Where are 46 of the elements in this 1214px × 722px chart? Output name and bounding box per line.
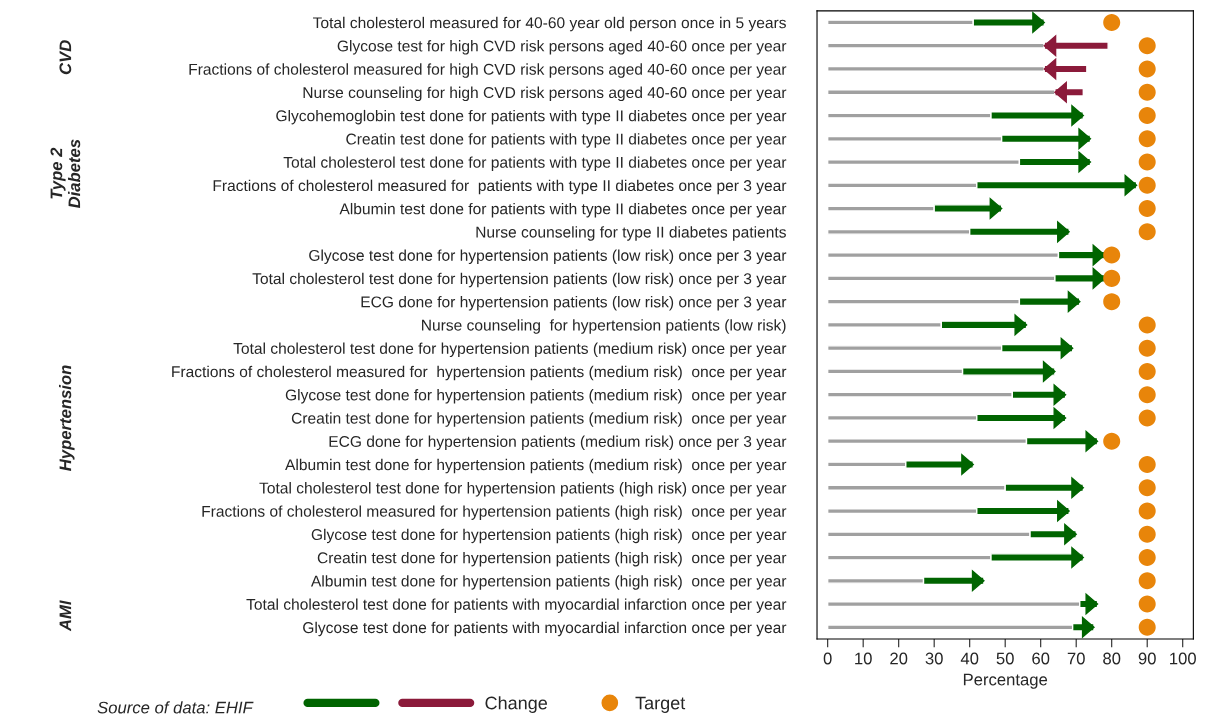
y-tick-label: Glycose test done for hypertension patients (medium risk) once per year	[285, 389, 787, 404]
x-tick-label: 80	[1103, 652, 1121, 665]
legend-label: Target	[635, 696, 686, 713]
y-tick-label: Fractions of cholesterol measured for patients with type II diabetes once per 3 year	[213, 179, 787, 195]
y-tick-label: Fractions of cholesterol measured for hypertension patients (medium risk) once per year	[172, 365, 787, 381]
source-note: Source of data: EHIF	[97, 701, 254, 714]
y-tick-label: Glycose test done for hypertension patients (low risk) once per 3 year	[309, 249, 787, 264]
y-tick-label: Total cholesterol measured for 40-60 year old person once in 5 years	[313, 16, 786, 32]
y-tick-label: Fractions of cholesterol measured for hypertension patients (high risk) once per year	[202, 505, 787, 520]
x-tick-label: 50	[996, 652, 1014, 665]
y-tick-label: Total cholesterol test done for patients with myocardial infarction once per year	[246, 598, 787, 613]
y-tick-label: Albumin test done for hypertension patients (high risk) once per year	[310, 575, 787, 590]
x-tick-label: 30	[925, 652, 943, 665]
x-tick-label: 70	[1067, 652, 1085, 665]
y-tick-label: Albumin test done for patients with type II diabetes once per year	[339, 202, 787, 218]
x-tick-label: 20	[890, 652, 908, 665]
x-tick-label: 90	[1138, 652, 1156, 665]
y-tick-label: Glycose test done for patients with myocardial infarction once per year	[303, 621, 787, 637]
y-tick-label: Nurse counseling for hypertension patients (low risk)	[422, 319, 786, 334]
x-tick-label: 60	[1032, 652, 1050, 665]
x-tick-label: 100	[1170, 652, 1196, 665]
legend-label: Change	[485, 696, 547, 713]
text: CVD	[59, 40, 72, 75]
y-tick-label: Total cholesterol test done for hypertension patients (medium risk) once per year	[233, 342, 787, 358]
y-tick-label: Glycose test for high CVD risk persons aged 40-60 once per year	[337, 40, 787, 55]
y-tick-label: Albumin test done for hypertension patients (medium risk) once per year	[285, 458, 787, 474]
y-tick-label: ECG done for hypertension patients (medium risk) once per 3 year	[329, 435, 787, 451]
y-tick-label: Glycose test done for hypertension patients (high risk) once per year	[311, 528, 787, 544]
y-tick-label: Total cholesterol test done for hypertension patients (high risk) once per year	[259, 482, 787, 497]
y-tick-label: Total cholesterol test done for hypertension patients (low risk) once per 3 year	[252, 272, 787, 288]
x-tick-label: 10	[855, 652, 872, 665]
x-tick-label: 0	[823, 652, 832, 665]
y-tick-label: Creatin test done for hypertension patients (medium risk) once per year	[291, 412, 787, 427]
x-tick-label: 40	[960, 652, 979, 665]
text: Type 2 Diabetes	[50, 139, 81, 209]
x-axis-title: Percentage	[963, 673, 1048, 689]
y-tick-label: Glycohemoglobin test done for patients with type II diabetes once per year	[276, 109, 787, 125]
text: Hypertension	[59, 365, 75, 471]
text: AMI	[59, 600, 72, 632]
y-tick-label: Nurse counseling for high CVD risk persons aged 40-60 once per year	[303, 86, 787, 102]
y-tick-label: Total cholesterol test done for patients with type II diabetes once per year	[283, 156, 787, 171]
y-tick-label: Creatin test done for patients with type II diabetes once per year	[346, 133, 787, 148]
y-tick-label: Creatin test done for hypertension patients (high risk) once per year	[317, 551, 787, 567]
y-tick-label: Nurse counseling for type II diabetes patients	[476, 226, 786, 241]
y-tick-label: ECG done for hypertension patients (low risk) once per 3 year	[361, 296, 787, 311]
y-tick-label: Fractions of cholesterol measured for high CVD risk persons aged 40-60 once per year	[189, 63, 787, 78]
